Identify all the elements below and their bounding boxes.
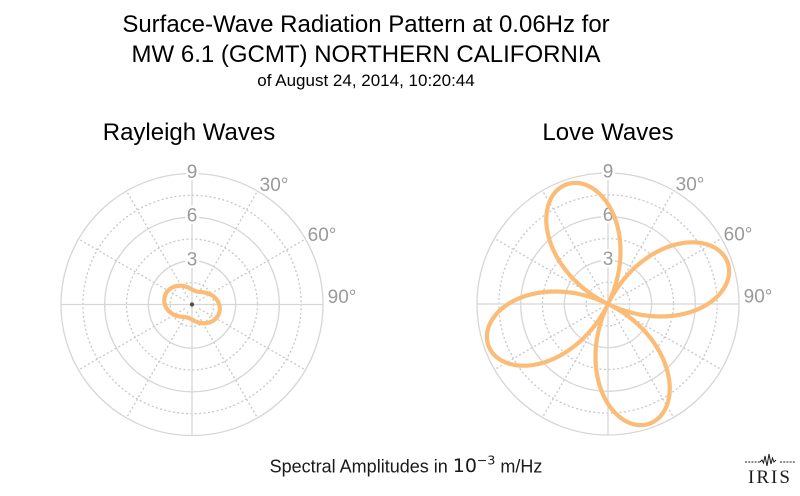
polar-spoke-gridline	[611, 310, 675, 419]
figure-subtitle-date: of August 24, 2014, 10:20:44	[257, 71, 475, 90]
polar-spoke-gridline	[125, 190, 189, 298]
polar-spoke-gridline	[195, 311, 259, 419]
polar-spoke-gridline	[198, 308, 307, 371]
iris-logo: IRIS	[744, 453, 796, 487]
caption-exponent: −3	[476, 453, 496, 468]
figure-title-line1: Surface-Wave Radiation Pattern at 0.06Hz…	[122, 11, 610, 38]
r-tick-label-3: 3	[603, 249, 614, 270]
caption-suffix: m/Hz	[495, 456, 543, 477]
polar-spoke-gridline	[541, 189, 605, 298]
polar-spoke-gridline	[614, 307, 723, 371]
r-tick-label-9: 9	[603, 162, 614, 183]
polar-spoke-gridline	[77, 308, 186, 371]
rayleigh-wave-polar-plot: 3 6 9 30° 60° 90°	[60, 160, 357, 437]
theta-tick-label-30: 30°	[260, 175, 289, 196]
iris-logo-text: IRIS	[748, 467, 792, 488]
origin-marker-dot	[189, 302, 195, 307]
polar-spoke-gridline	[77, 238, 186, 301]
r-tick-label-9: 9	[187, 162, 198, 183]
theta-tick-label-90: 90°	[328, 287, 357, 308]
caption-power-of-ten: 10−3	[452, 453, 496, 478]
rayleigh-radiation-pattern-curve	[162, 283, 222, 326]
theta-tick-label-90: 90°	[744, 287, 773, 308]
polar-spoke-gridline	[198, 238, 307, 301]
caption-prefix: Spectral Amplitudes in	[269, 456, 453, 477]
love-radiation-pattern-curve	[484, 180, 732, 428]
figure-title-line2: MW 6.1 (GCMT) NORTHERN CALIFORNIA	[131, 41, 601, 68]
amplitude-units-caption: Spectral Amplitudes in 10−3 m/Hz	[270, 453, 543, 477]
polar-spoke-gridline	[195, 190, 259, 298]
polar-spoke-gridline	[614, 237, 723, 301]
rayleigh-plot-title: Rayleigh Waves	[102, 119, 276, 146]
theta-tick-label-30: 30°	[676, 175, 705, 196]
love-plot-title: Love Waves	[542, 119, 674, 146]
polar-spoke-gridline	[125, 311, 189, 419]
theta-tick-label-60: 60°	[724, 225, 753, 246]
theta-tick-label-60: 60°	[308, 225, 337, 246]
seismogram-icon	[745, 453, 795, 467]
r-tick-label-6: 6	[187, 206, 198, 227]
r-tick-label-3: 3	[187, 249, 198, 270]
polar-spoke-gridline	[611, 189, 675, 298]
polar-spoke-gridline	[493, 307, 602, 371]
polar-spoke-gridline	[541, 310, 605, 419]
polar-spoke-gridline	[493, 237, 602, 301]
